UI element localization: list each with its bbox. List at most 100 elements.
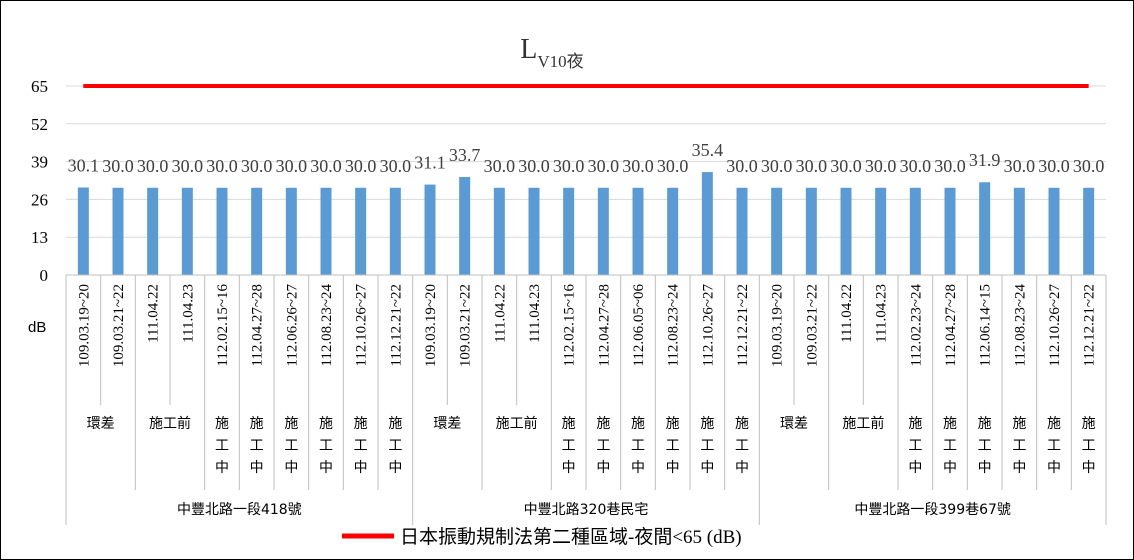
bar — [736, 187, 748, 275]
x-category-label: 112.12.21~22 — [1082, 284, 1098, 367]
phase-label: 施 — [1047, 416, 1061, 432]
y-tick-label: 65 — [31, 77, 48, 96]
bar — [875, 187, 887, 275]
phase-label: 中 — [1012, 460, 1026, 476]
x-category-label: 112.06.26~27 — [284, 284, 300, 367]
data-label: 30.0 — [241, 156, 273, 176]
phase-label: 工 — [1082, 438, 1096, 454]
phase-label: 施 — [735, 416, 749, 432]
data-label: 30.0 — [657, 156, 689, 176]
phase-label: 施 — [596, 416, 610, 432]
x-category-label: 111.04.23 — [180, 284, 196, 343]
phase-label: 中 — [250, 460, 264, 476]
phase-label: 中 — [1047, 460, 1061, 476]
data-label: 30.0 — [588, 156, 620, 176]
phase-label: 中 — [319, 460, 333, 476]
bar — [1048, 187, 1060, 275]
bar — [251, 187, 263, 275]
bar — [459, 177, 471, 275]
phase-label: 中 — [943, 460, 957, 476]
data-label: 30.0 — [276, 156, 308, 176]
bar — [320, 187, 332, 275]
data-label: 30.0 — [380, 156, 412, 176]
phase-label: 工 — [596, 438, 610, 454]
data-label: 30.0 — [796, 156, 828, 176]
phase-label: 工 — [354, 438, 368, 454]
data-label: 30.0 — [865, 156, 897, 176]
x-category-label: 109.03.21~22 — [111, 284, 127, 367]
data-label: 30.0 — [172, 156, 204, 176]
phase-label: 施工前 — [149, 415, 191, 432]
chart-title-main: L — [520, 34, 537, 65]
bar — [771, 187, 783, 275]
data-label: 31.9 — [969, 150, 1001, 170]
x-category-label: 112.08.23~24 — [1012, 284, 1028, 367]
bar — [77, 187, 89, 275]
bar — [632, 187, 644, 275]
phase-label: 施 — [666, 416, 680, 432]
data-label: 30.0 — [726, 156, 758, 176]
phase-label: 中 — [562, 460, 576, 476]
x-category-label: 112.12.21~22 — [735, 284, 751, 367]
data-label: 30.0 — [900, 156, 932, 176]
x-category-label: 112.10.26~27 — [354, 284, 370, 367]
bar — [840, 187, 852, 275]
phase-label: 環差 — [433, 416, 461, 432]
bar — [181, 187, 193, 275]
x-category-label: 112.02.15~16 — [215, 284, 231, 367]
phase-label: 中 — [735, 460, 749, 476]
data-label: 30.0 — [761, 156, 793, 176]
y-axis-label: dB — [28, 319, 46, 336]
phase-label: 施 — [354, 416, 368, 432]
bar — [216, 187, 228, 275]
phase-label: 工 — [631, 438, 645, 454]
y-tick-label: 0 — [40, 266, 49, 285]
bar-series — [77, 172, 1095, 275]
phase-label: 中 — [1082, 460, 1096, 476]
phase-label: 工 — [1012, 438, 1026, 454]
phase-label: 中 — [284, 460, 298, 476]
phase-label: 中 — [978, 460, 992, 476]
bar — [528, 187, 540, 275]
y-tick-label: 39 — [31, 153, 48, 172]
phase-label: 中 — [596, 460, 610, 476]
phase-label: 施 — [215, 416, 229, 432]
phase-label: 工 — [943, 438, 957, 454]
phase-label: 中 — [700, 460, 714, 476]
data-label: 30.0 — [934, 156, 966, 176]
bar — [1013, 187, 1025, 275]
bar — [285, 187, 297, 275]
phase-label: 工 — [562, 438, 576, 454]
y-tick-label: 26 — [31, 190, 48, 209]
phase-label: 工 — [735, 438, 749, 454]
phase-label: 施工前 — [496, 415, 538, 432]
site-label: 中豐北路一段399巷67號 — [854, 502, 1011, 518]
phase-label: 施 — [908, 416, 922, 432]
phase-label: 施 — [388, 416, 402, 432]
data-label: 30.0 — [137, 156, 169, 176]
phase-label: 施 — [250, 416, 264, 432]
data-label: 30.0 — [830, 156, 862, 176]
phase-label: 中 — [908, 460, 922, 476]
data-label: 30.0 — [345, 156, 377, 176]
phase-label: 中 — [215, 460, 229, 476]
phase-label: 中 — [666, 460, 680, 476]
phase-label: 施 — [978, 416, 992, 432]
x-category-label: 111.04.22 — [492, 284, 508, 343]
x-category-label: 112.06.14~15 — [978, 284, 994, 367]
x-category-label: 109.03.19~20 — [423, 284, 439, 367]
phase-label: 施 — [319, 416, 333, 432]
chart-title-subscript: V10夜 — [537, 52, 583, 71]
data-label: 33.7 — [449, 145, 481, 165]
bar — [701, 172, 713, 275]
data-label: 30.0 — [1004, 156, 1036, 176]
phase-label: 工 — [700, 438, 714, 454]
bar — [909, 187, 921, 275]
phase-label: 工 — [666, 438, 680, 454]
phase-label: 工 — [1047, 438, 1061, 454]
chart-title: LV10夜 — [520, 34, 583, 71]
x-category-label: 111.04.22 — [146, 284, 162, 343]
data-labels: 30.1 30.0 30.0 30.0 30.0 30.0 30.0 30.0 30.0 30.0… — [68, 140, 1105, 176]
